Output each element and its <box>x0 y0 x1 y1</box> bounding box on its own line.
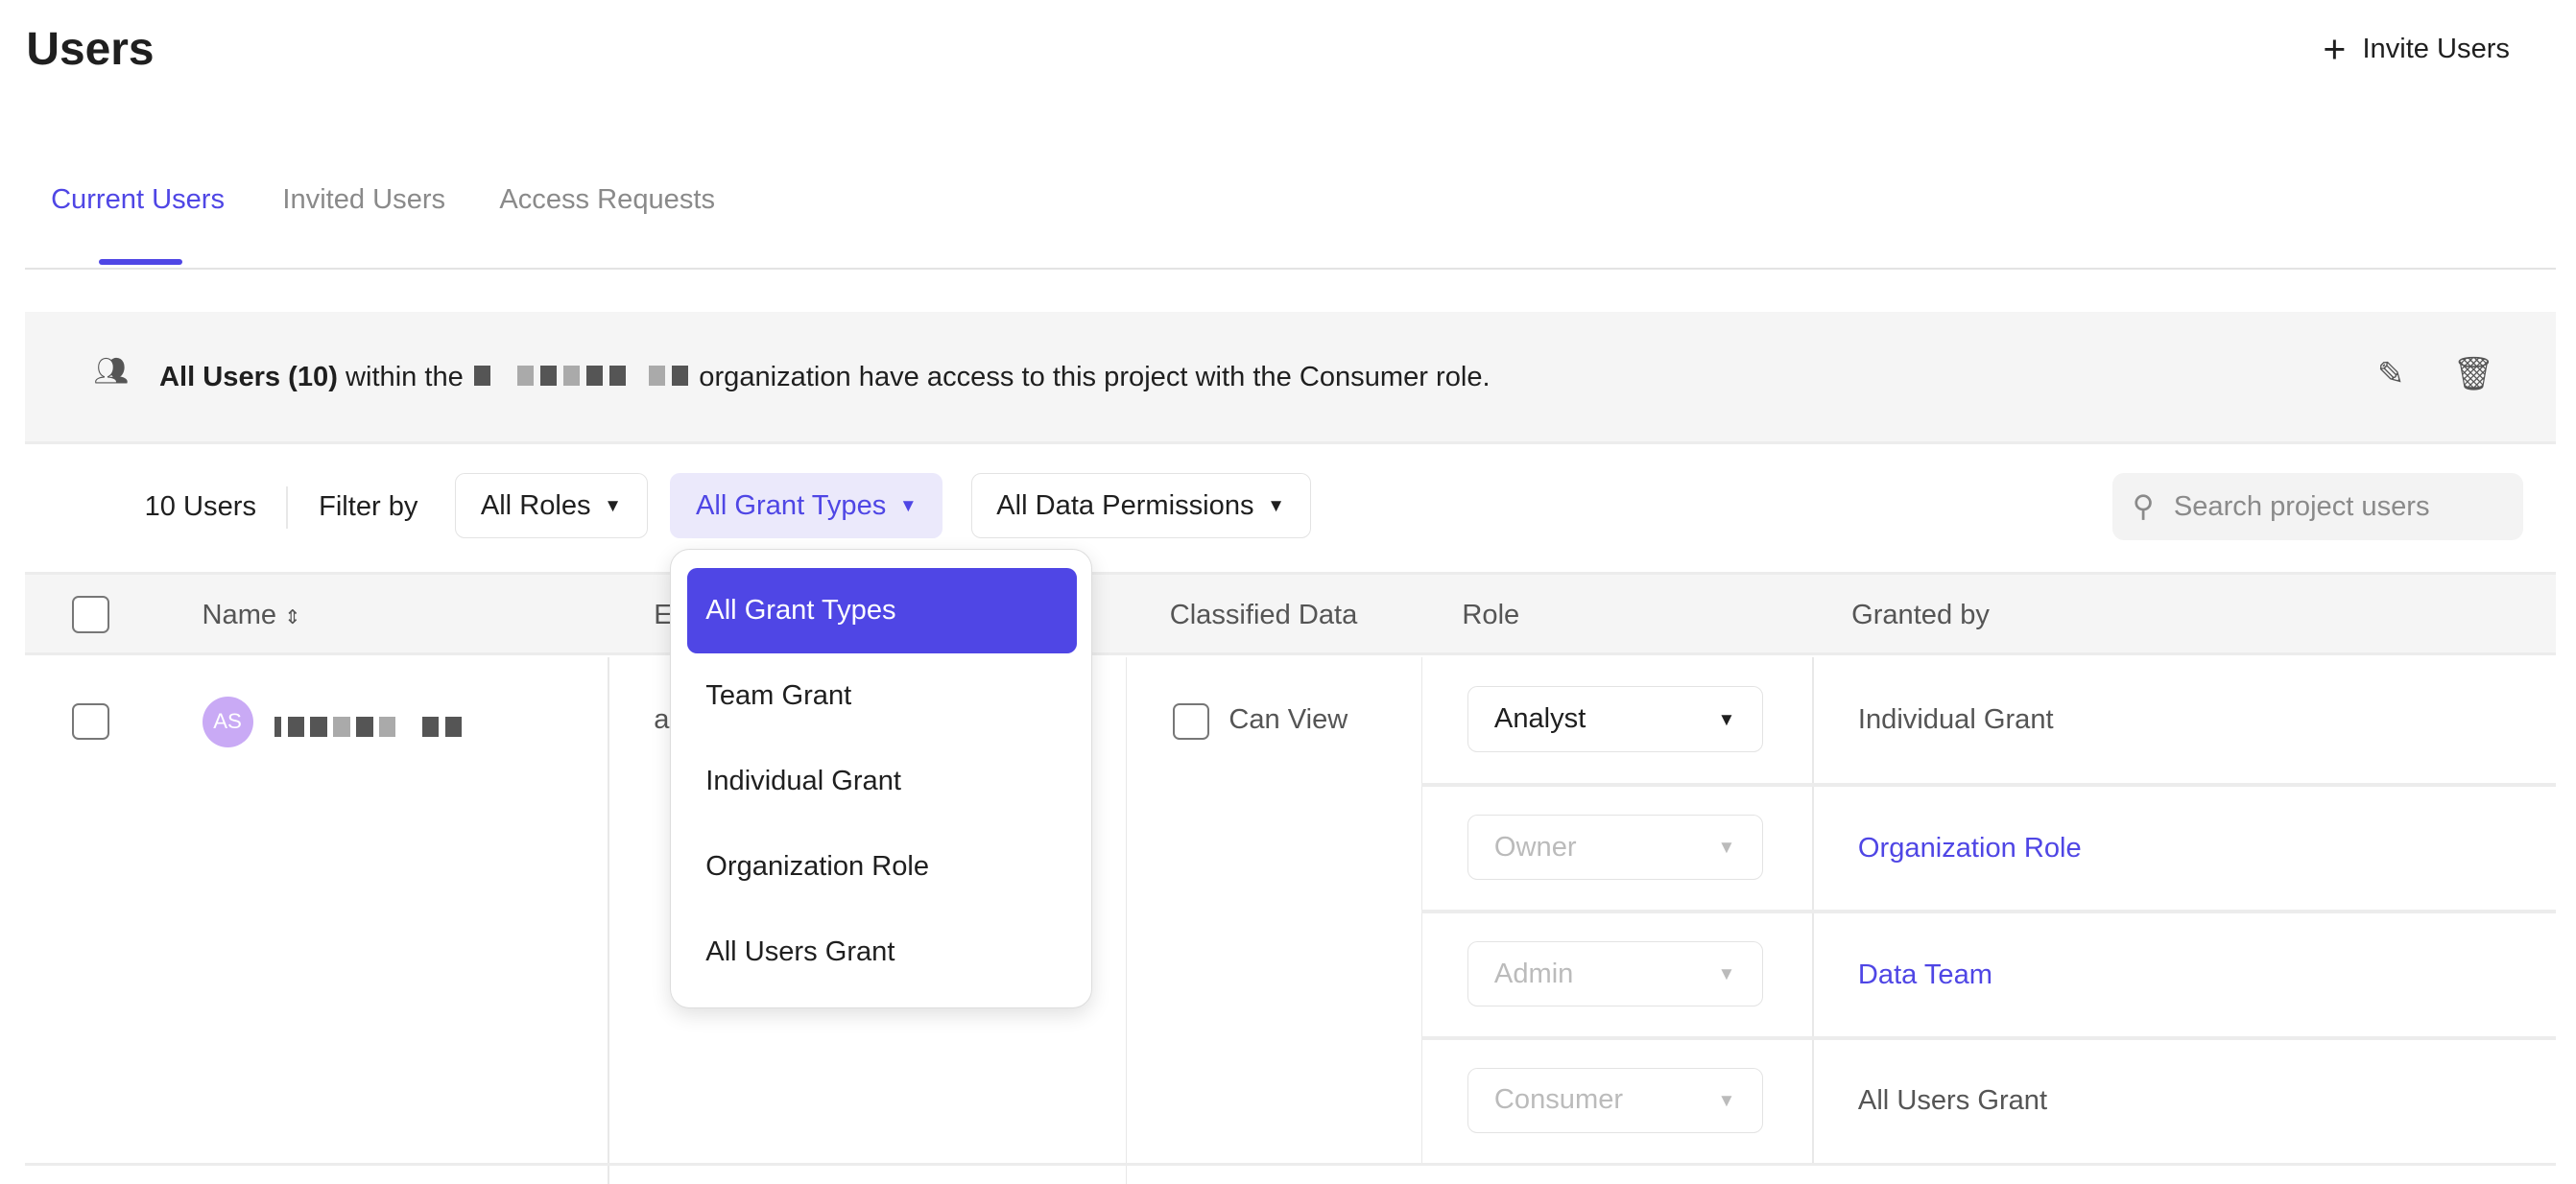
role-column-header: Role <box>1462 599 1520 630</box>
page-title: Users <box>26 23 155 75</box>
row-divider <box>1420 783 2557 787</box>
invite-users-label: Invite Users <box>2362 33 2510 64</box>
role-select-analyst[interactable]: Analyst ▼ <box>1467 686 1763 752</box>
menu-item-organization-role[interactable]: Organization Role <box>705 850 930 882</box>
role-select-consumer: Consumer ▼ <box>1467 1067 1763 1134</box>
table-header <box>24 571 2557 655</box>
email-column-header: E <box>654 599 673 630</box>
menu-item-team-grant[interactable]: Team Grant <box>705 679 852 711</box>
role-value: Consumer <box>1493 1084 1624 1116</box>
edit-pencil-icon[interactable]: ✎ <box>2376 355 2405 392</box>
roles-filter[interactable]: All Roles ▼ <box>455 472 648 539</box>
search-input[interactable]: ⚲ Search project users <box>2112 472 2524 541</box>
chevron-down-icon: ▼ <box>898 495 918 516</box>
chevron-down-icon: ▼ <box>1267 495 1285 516</box>
tab-invited-users[interactable]: Invited Users <box>282 183 446 215</box>
banner-text-post: organization have access to this project… <box>699 361 1491 392</box>
sort-icon: ⇕ <box>284 605 301 628</box>
banner-bold-text: All Users (10) <box>159 361 338 392</box>
data-permissions-filter[interactable]: All Data Permissions ▼ <box>970 472 1311 539</box>
roles-filter-label: All Roles <box>480 489 591 521</box>
column-divider <box>608 656 610 1184</box>
redacted-org-name <box>471 362 691 393</box>
data-permissions-filter-label: All Data Permissions <box>996 489 1254 521</box>
search-placeholder: Search project users <box>2173 490 2430 522</box>
chevron-down-icon: ▼ <box>1717 1089 1736 1110</box>
granted-by-link[interactable]: Data Team <box>1857 959 1993 990</box>
chevron-down-icon: ▼ <box>604 495 622 516</box>
chevron-down-icon: ▼ <box>1717 963 1736 984</box>
column-divider <box>1125 656 1128 1184</box>
grant-types-filter-label: All Grant Types <box>696 489 887 521</box>
divider <box>285 485 288 530</box>
user-email: a <box>654 704 670 736</box>
row-divider <box>1420 910 2557 913</box>
tab-current-users[interactable]: Current Users <box>51 183 226 215</box>
grant-types-dropdown-menu: All Grant Types Team Grant Individual Gr… <box>670 548 1093 1008</box>
plus-icon: + <box>2323 27 2347 72</box>
role-value: Analyst <box>1493 703 1586 735</box>
search-icon: ⚲ <box>2132 489 2155 524</box>
granted-by-column-header: Granted by <box>1851 599 1990 630</box>
user-count: 10 Users <box>144 490 256 522</box>
avatar: AS <box>202 696 253 747</box>
trash-icon[interactable]: 🗑︎ <box>2452 355 2495 392</box>
can-view-label: Can View <box>1228 704 1348 736</box>
users-icon: 👥︎ <box>93 355 130 387</box>
granted-by-text: All Users Grant <box>1857 1085 2048 1117</box>
row-checkbox[interactable] <box>72 702 109 740</box>
granted-by-link[interactable]: Organization Role <box>1857 832 2082 864</box>
redacted-user-name <box>271 713 465 744</box>
all-users-banner: 👥︎ All Users (10) within the organizatio… <box>24 312 2557 445</box>
chevron-down-icon: ▼ <box>1717 837 1736 858</box>
select-all-checkbox[interactable] <box>72 596 109 633</box>
banner-text-pre: within the <box>345 361 464 392</box>
filter-by-label: Filter by <box>319 490 418 522</box>
menu-item-individual-grant[interactable]: Individual Grant <box>705 765 901 796</box>
active-tab-indicator <box>98 259 182 265</box>
role-select-owner: Owner ▼ <box>1467 815 1763 881</box>
menu-item-all-grant-types[interactable]: All Grant Types <box>687 567 1078 653</box>
invite-users-button[interactable]: + Invite Users <box>2323 27 2510 72</box>
tab-access-requests[interactable]: Access Requests <box>499 183 715 215</box>
name-column-header[interactable]: Name ⇕ <box>203 600 301 631</box>
role-select-admin: Admin ▼ <box>1467 940 1763 1007</box>
can-view-checkbox[interactable] <box>1173 702 1210 740</box>
row-divider <box>24 1162 2557 1167</box>
name-header-label: Name <box>202 599 277 630</box>
classified-column-header: Classified Data <box>1169 599 1358 630</box>
grant-types-filter[interactable]: All Grant Types ▼ <box>670 472 943 539</box>
chevron-down-icon: ▼ <box>1717 708 1736 729</box>
role-value: Admin <box>1493 958 1574 989</box>
row-divider <box>1420 1036 2557 1040</box>
role-value: Owner <box>1493 831 1577 863</box>
granted-by-text: Individual Grant <box>1857 704 2054 736</box>
tabs-divider <box>24 268 2557 270</box>
menu-item-all-users-grant[interactable]: All Users Grant <box>705 935 895 967</box>
